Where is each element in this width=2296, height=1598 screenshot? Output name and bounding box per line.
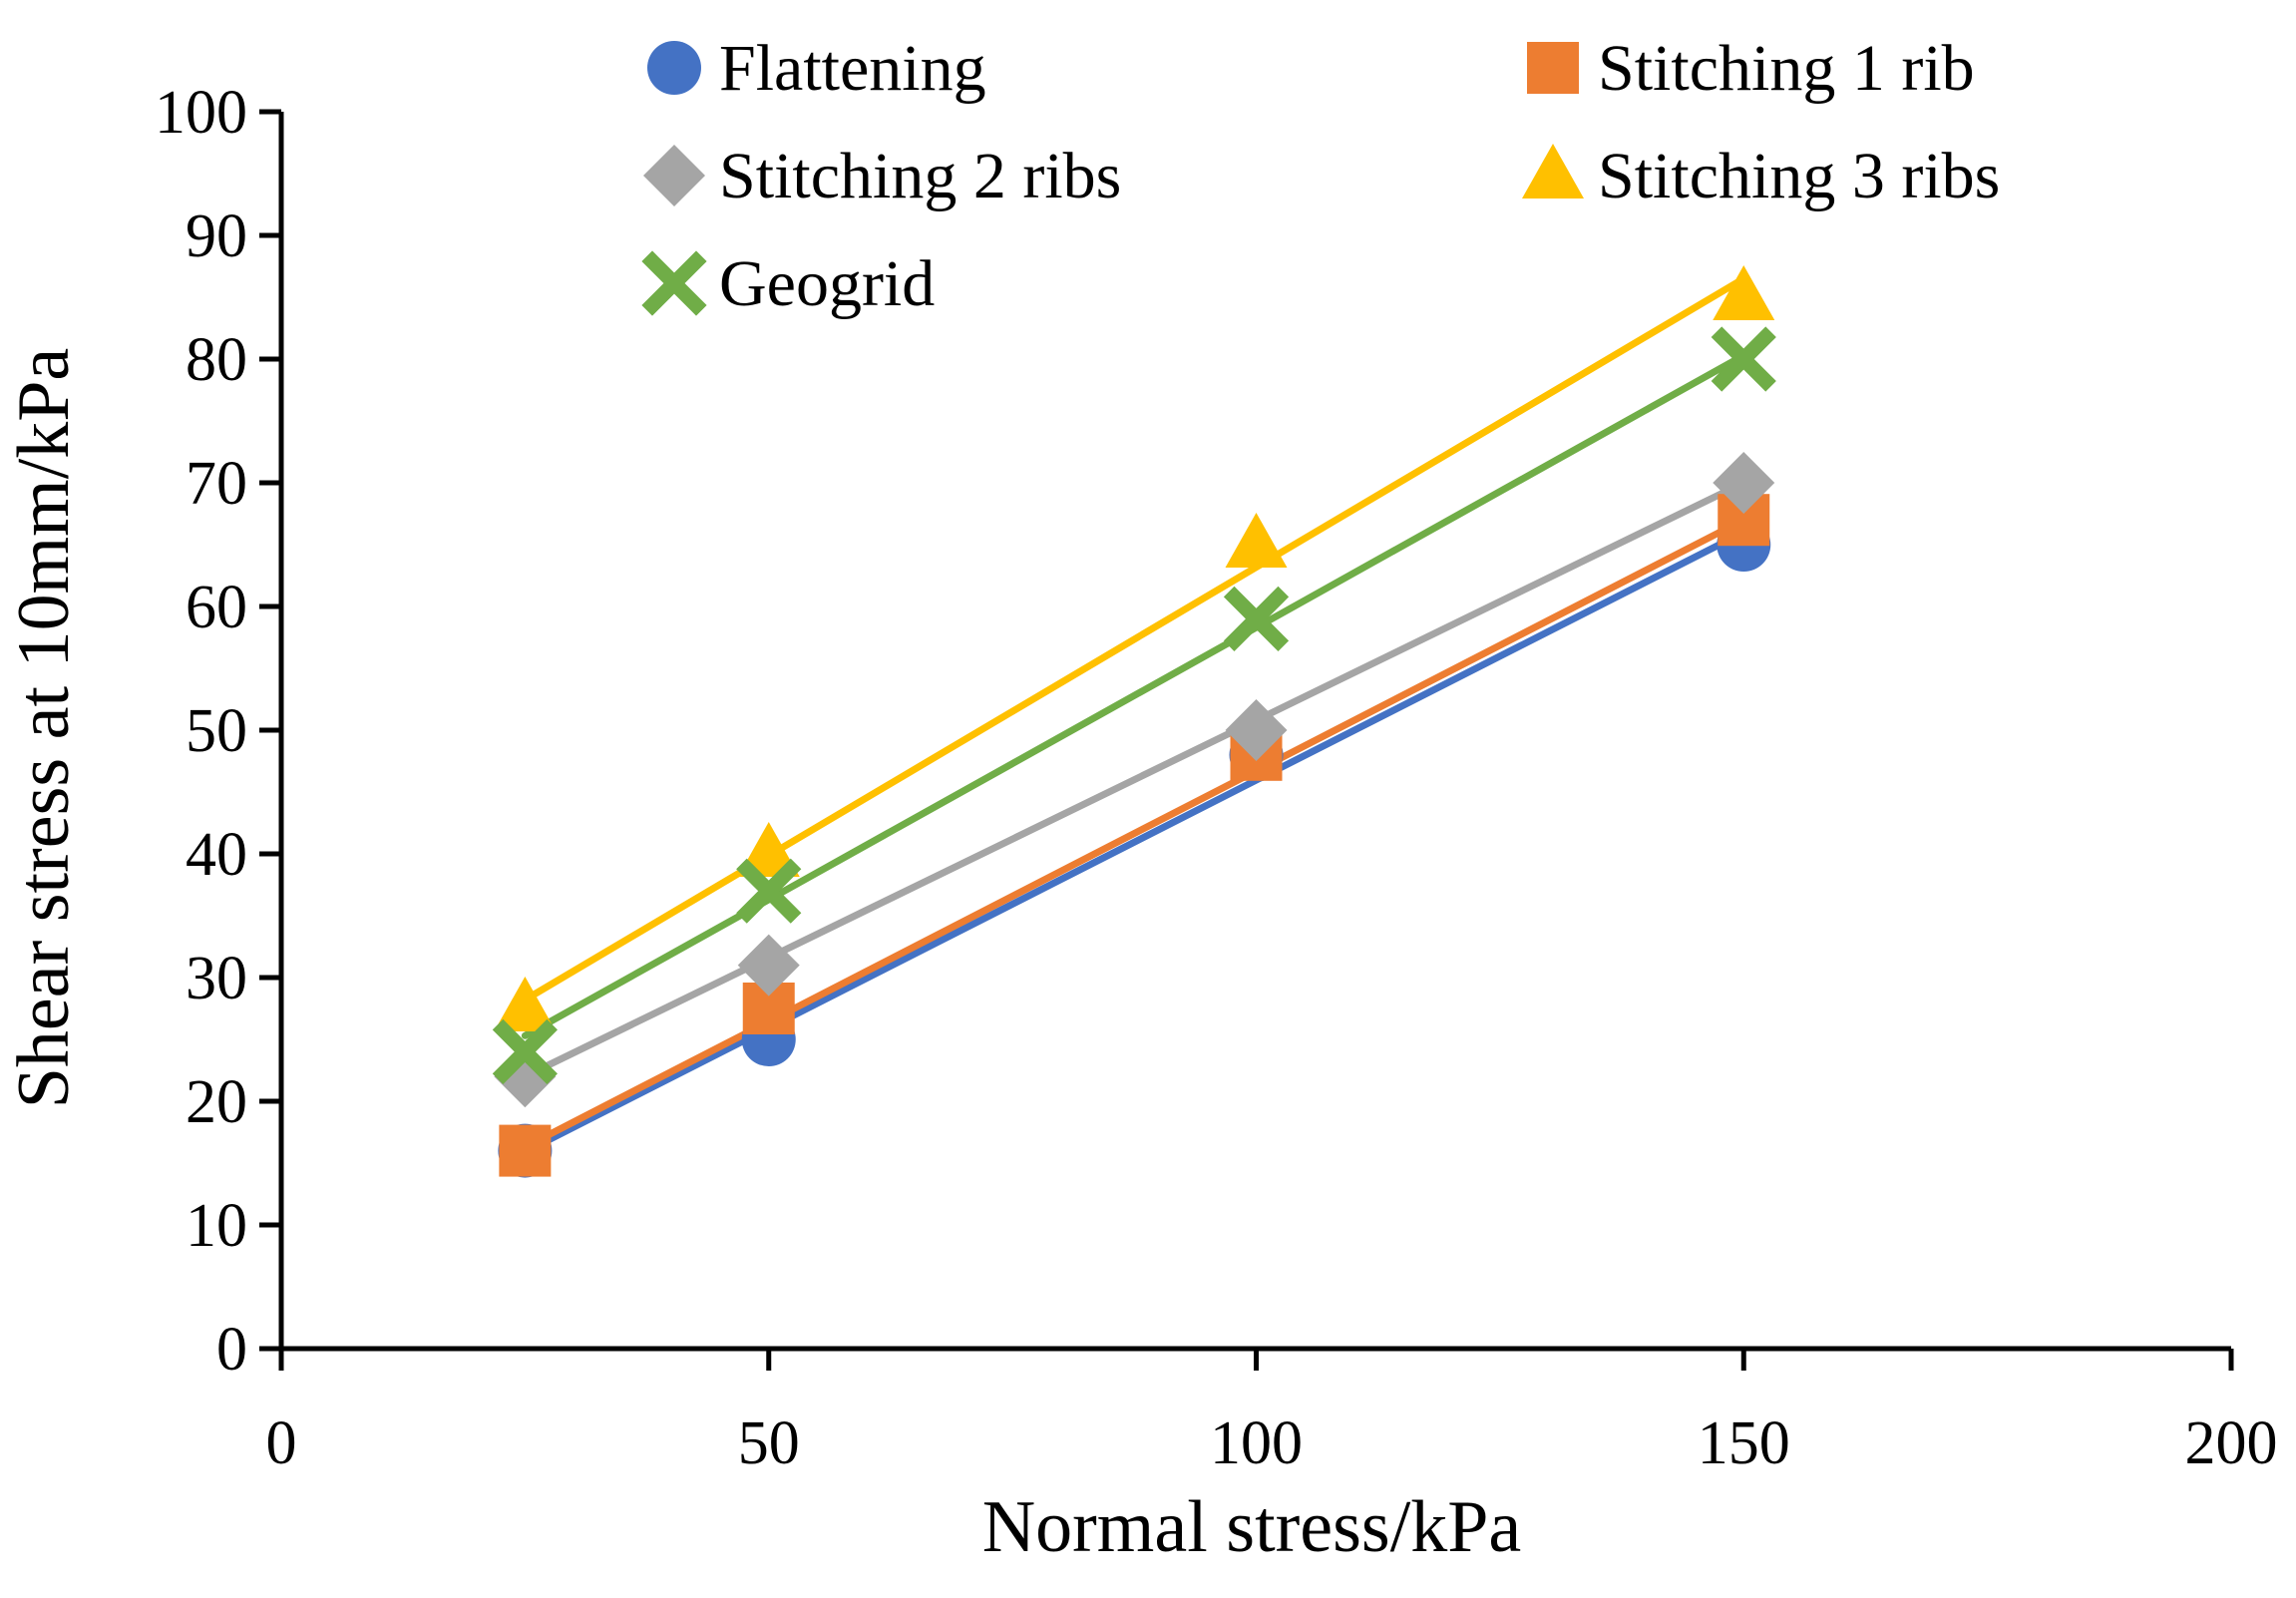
y-tick-label: 80 (186, 326, 247, 394)
legend-label: Stitching 2 ribs (719, 140, 1121, 212)
x-axis-title: Normal stress/kPa (982, 1486, 1522, 1568)
y-axis-title: Shear stress at 10mm/kPa (3, 348, 85, 1109)
data-point-series-2 (1225, 699, 1288, 761)
x-tick-label: 50 (738, 1409, 800, 1477)
y-tick-label: 0 (216, 1316, 247, 1384)
data-point-series-4 (492, 1018, 558, 1085)
legend-marker-4 (641, 250, 707, 316)
ticks: 0 10 20 30 40 50 60 70 80 90 100 0 50 100 150 200 (155, 79, 2278, 1477)
data-markers (492, 265, 1776, 1178)
y-tick-label: 60 (186, 574, 247, 641)
legend-marker-3 (1522, 144, 1584, 199)
data-point-series-2 (737, 934, 800, 997)
data-point-series-3 (1713, 265, 1775, 320)
data-point-series-4 (736, 858, 802, 924)
legend: Flattening Stitching 1 rib Stitching 2 rib… (641, 32, 2000, 320)
x-tick-label: 150 (1698, 1409, 1790, 1477)
legend-label: Flattening (719, 32, 986, 105)
trendline-4 (521, 351, 1747, 1039)
y-tick-label: 20 (186, 1068, 247, 1136)
y-tick-label: 100 (155, 79, 247, 147)
data-point-series-4 (1223, 586, 1290, 652)
data-point-series-3 (494, 977, 557, 1031)
trendline-1 (521, 516, 1747, 1151)
y-tick-label: 50 (186, 697, 247, 765)
x-tick-label: 200 (2185, 1409, 2278, 1477)
trendlines (521, 274, 1747, 1156)
data-point-series-3 (1225, 513, 1288, 568)
x-tick-label: 0 (266, 1409, 297, 1477)
legend-marker-0 (647, 41, 701, 95)
data-point-series-1 (499, 1124, 552, 1177)
y-tick-label: 40 (186, 821, 247, 889)
data-point-series-2 (1713, 452, 1775, 514)
data-point-series-3 (737, 822, 800, 877)
trendline-0 (521, 529, 1747, 1156)
y-tick-label: 90 (186, 202, 247, 270)
legend-label: Geogrid (719, 247, 935, 320)
y-tick-label: 70 (186, 450, 247, 518)
legend-marker-1 (1527, 42, 1579, 94)
y-tick-label: 10 (186, 1192, 247, 1260)
trendline-2 (521, 479, 1747, 1080)
data-point-series-4 (1711, 326, 1776, 392)
legend-marker-2 (643, 145, 705, 206)
legend-label: Stitching 1 rib (1598, 32, 1975, 105)
trendline-3 (521, 274, 1747, 1003)
y-tick-label: 30 (186, 945, 247, 1012)
x-tick-label: 100 (1210, 1409, 1303, 1477)
legend-label: Stitching 3 ribs (1598, 140, 2000, 212)
